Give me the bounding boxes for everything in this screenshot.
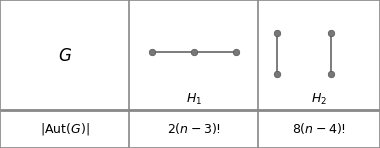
Text: $2(n-3)!$: $2(n-3)!$ (167, 121, 221, 136)
Text: $H_1$: $H_1$ (186, 92, 202, 107)
Point (233, 51, 239, 53)
Point (274, 73, 280, 75)
Point (274, 31, 280, 34)
Point (328, 73, 334, 75)
Text: $G$: $G$ (57, 47, 72, 65)
Text: $8(n-4)!$: $8(n-4)!$ (292, 121, 346, 136)
Point (149, 51, 155, 53)
Point (328, 31, 334, 34)
Text: $H_2$: $H_2$ (311, 92, 327, 107)
Text: $|\mathrm{Aut}(G)|$: $|\mathrm{Aut}(G)|$ (40, 121, 89, 137)
Point (191, 51, 197, 53)
